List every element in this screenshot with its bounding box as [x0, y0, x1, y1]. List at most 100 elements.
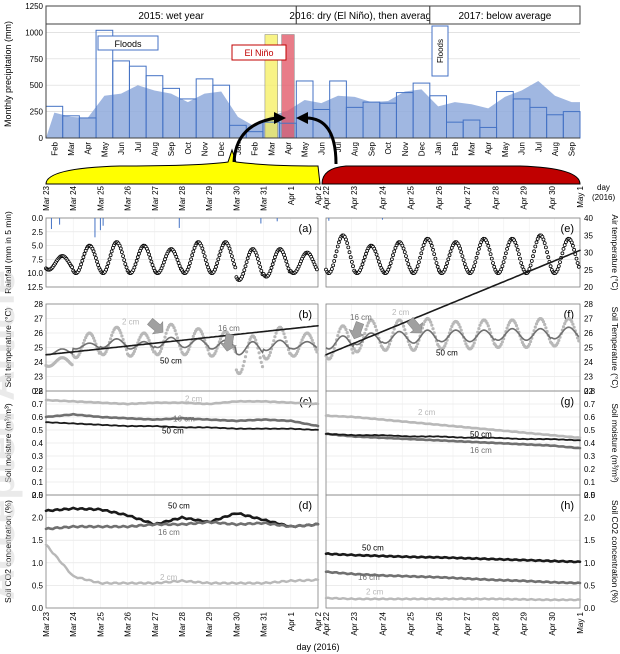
- left-soil-temp-2cm-point: [179, 347, 183, 351]
- right-arrow-16cm: [348, 321, 365, 340]
- right-soil-temp-2cm-point: [472, 341, 476, 345]
- right-soil-temp-2cm-point: [478, 323, 482, 327]
- precip-month-label: Dec: [417, 142, 426, 156]
- left-air-temperature-point: [105, 264, 110, 269]
- left-soil-temp-2cm-point: [90, 334, 95, 338]
- right-air-temperature-point: [443, 264, 448, 269]
- left-soil-temp-2cm-point: [175, 336, 180, 340]
- right-air-temperature-point: [376, 259, 381, 264]
- right-air-temperature-point: [486, 243, 491, 248]
- right-soil-temp-50cm: [325, 249, 581, 356]
- left-y-tick: 2.5: [32, 228, 44, 237]
- right-y-tick: 40: [584, 214, 593, 223]
- right-air-temperature-point: [541, 237, 546, 242]
- right-y-tick: 27: [584, 315, 593, 324]
- left-soil-temp-2cm-point: [295, 349, 300, 353]
- left-soil-temp-2cm-point: [173, 328, 177, 333]
- left-air-temperature-point: [176, 261, 181, 265]
- right-air-temperature-point: [346, 245, 351, 250]
- right-soil-moisture-50cm: [325, 432, 581, 442]
- right-y-tick: 0.4: [584, 439, 596, 448]
- left-date-label-bottom: Mar 25: [96, 611, 105, 636]
- right-air-temperature-point: [375, 256, 380, 260]
- floods-box-1: [97, 35, 159, 51]
- right-soil-temp-2cm-point: [557, 338, 561, 342]
- arrow-head-march: [274, 112, 286, 124]
- precip-month-label: Dec: [217, 142, 226, 156]
- period-label: 2015: wet year: [138, 11, 204, 22]
- right-soil-temp-2cm-point: [343, 325, 347, 329]
- precip-tick-label: 500: [30, 81, 44, 90]
- right-y-tick: 0.7: [584, 400, 596, 409]
- right-air-temperature-point: [406, 262, 411, 266]
- right-air-temperature-point: [351, 264, 355, 269]
- left-soil-temp-2cm-point: [119, 331, 123, 335]
- period-connectors: day(2016): [45, 112, 615, 202]
- arrow-to-april: [305, 116, 338, 165]
- left-soil-temp-2cm-point: [282, 332, 286, 336]
- left-soil-temp-2cm-point: [187, 347, 191, 351]
- left-air-temperature-point: [241, 271, 246, 276]
- right-y-tick: 0.8: [584, 387, 596, 396]
- left-air-temperature-point: [228, 250, 233, 255]
- right-air-temperature-point: [545, 250, 549, 255]
- right-axis-label: Air temperature (°C): [610, 214, 620, 290]
- right-date-label-top: Apr 25: [407, 185, 416, 209]
- left-air-temperature-point: [95, 259, 99, 264]
- right-soil-temp-2cm-point: [476, 330, 480, 334]
- right-soil-moisture-2cm: [324, 414, 582, 439]
- right-air-temperature-point: [474, 255, 479, 260]
- left-air-temperature-point: [259, 268, 264, 273]
- right-air-temperature-point: [513, 240, 518, 245]
- right-soil-temp-2cm-point: [430, 323, 434, 327]
- right-air-temperature-point: [333, 254, 338, 259]
- left-air-temperature-point: [187, 261, 192, 266]
- left-air-temperature-point: [285, 263, 290, 267]
- precip-month-label: Sep: [167, 141, 176, 156]
- left-date-label-top: Mar 30: [232, 185, 241, 210]
- right-soil-temp-2cm-point: [513, 321, 517, 325]
- right-air-temperature-point: [447, 253, 452, 258]
- right-soil-temp-2cm-point: [421, 322, 426, 326]
- left-air-temperature-point: [124, 265, 129, 270]
- left-y-tick: 12.5: [27, 283, 43, 292]
- right-air-temperature-point: [402, 250, 407, 255]
- left-air-temperature-point: [202, 254, 207, 259]
- left-y-tick: 27: [34, 315, 43, 324]
- right-label-2cm: 2 cm: [392, 308, 410, 317]
- right-air-temperature: [324, 233, 581, 276]
- left-soil-temp-2cm-point: [137, 338, 141, 342]
- left-air-temperature-point: [214, 264, 218, 269]
- left-soil-temp-2cm-point: [199, 329, 203, 334]
- precip-month-label: Aug: [150, 142, 159, 156]
- right-soil-temp-16cm: [325, 326, 580, 350]
- right-soil-temp-2cm-point: [448, 327, 453, 332]
- left-soil-temp-2cm-point: [70, 363, 74, 367]
- left-y-tick: 25: [34, 344, 43, 353]
- right-air-temperature-point: [373, 249, 378, 254]
- left-soil-temp-50cm: [45, 325, 319, 356]
- right-air-temperature-point: [558, 260, 562, 265]
- right-date-label-top: Apr 29: [520, 185, 529, 209]
- left-date-label-top: Mar 27: [151, 185, 160, 210]
- right-label-16cm: 16 cm: [470, 446, 492, 455]
- left-panel-3-frame: [45, 494, 319, 609]
- right-y-tick: 0.0: [584, 491, 596, 500]
- arrow-to-march: [232, 116, 277, 163]
- right-air-temperature-point: [387, 264, 392, 269]
- right-air-temperature-point: [347, 250, 352, 255]
- right-air-temperature-point: [419, 251, 424, 256]
- right-y-tick: 30: [584, 249, 593, 258]
- left-date-label-bottom: Mar 29: [205, 611, 214, 636]
- right-air-temperature-point: [519, 261, 524, 265]
- right-soil-temp-2cm-point: [487, 327, 492, 331]
- right-panel-0-frame: [325, 217, 581, 288]
- left-air-temperature-point: [254, 253, 259, 258]
- right-arrow-2cm: [406, 317, 423, 334]
- precip-month-label: Nov: [201, 142, 210, 156]
- left-air-temperature-point: [286, 266, 291, 271]
- right-air-temperature-point: [433, 256, 438, 261]
- right-air-temperature-point: [528, 263, 533, 268]
- right-date-label-top: Apr 28: [491, 185, 500, 209]
